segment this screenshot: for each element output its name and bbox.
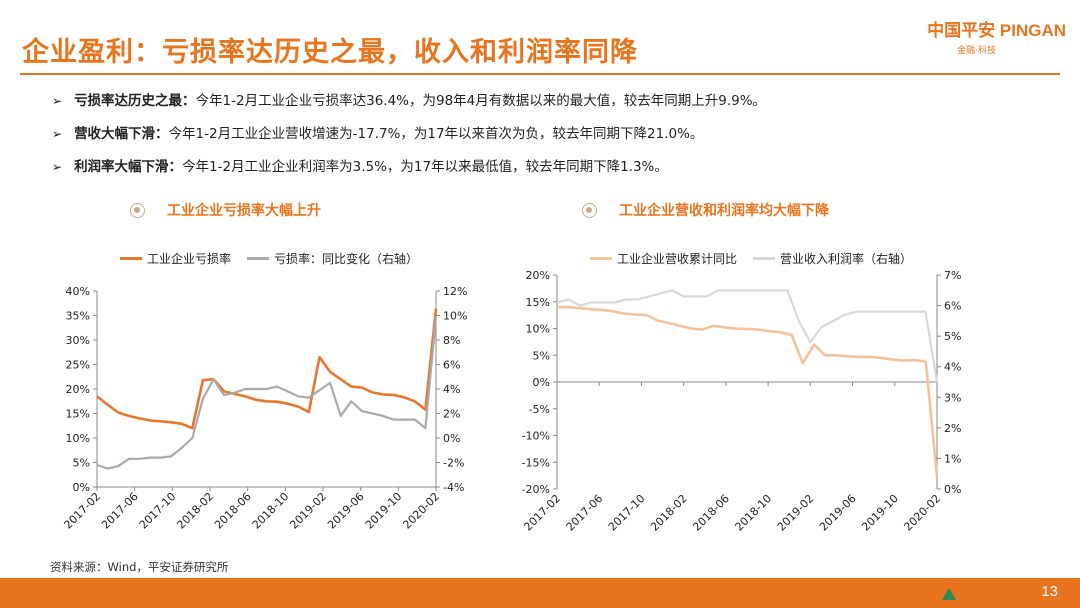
y-right-tick-label: 10% <box>443 310 467 323</box>
legend-swatch <box>590 257 612 260</box>
y-right-tick-label: 12% <box>443 285 467 298</box>
bullet-item: ➢ 利润率大幅下滑： 今年1-2月工业企业利润率为3.5%，为17年以来最低值，… <box>52 150 1062 183</box>
arrow-bullet-icon: ➢ <box>52 93 63 108</box>
y-right-tick-label: 6% <box>443 359 460 372</box>
y-right-tick-label: 0% <box>443 432 460 445</box>
tree-icon <box>942 588 956 600</box>
chart2-title: 工业企业营收和利润率均大幅下降 <box>582 200 829 220</box>
y-left-tick-label: 0% <box>73 481 90 494</box>
chart1-legend: 工业企业亏损率 亏损率：同比变化（右轴） <box>120 250 434 267</box>
chart1-title-text: 工业企业亏损率大幅上升 <box>167 203 321 219</box>
x-tick-label: 2017-10 <box>137 490 179 532</box>
data-source: 资料来源：Wind，平安证券研究所 <box>50 560 229 574</box>
bullet-text: 今年1-2月工业企业营收增速为-17.7%，为17年以来首次为负，较去年同期下降… <box>168 125 704 142</box>
legend-label: 工业企业亏损率 <box>147 252 232 266</box>
arrow-bullet-icon: ➢ <box>52 126 63 141</box>
x-tick-label: 2019-06 <box>325 490 367 532</box>
y-right-tick-label: 4% <box>443 383 460 396</box>
page-number: 13 <box>1041 583 1058 600</box>
y-left-tick-label: 20% <box>66 383 90 396</box>
legend-swatch <box>120 257 142 260</box>
chart1-title: 工业企业亏损率大幅上升 <box>130 200 321 220</box>
y-left-tick-label: 5% <box>73 457 90 470</box>
target-icon <box>582 202 597 218</box>
bullet-text: 今年1-2月工业企业亏损率达36.4%，为98年4月有数据以来的最大值，较去年同… <box>195 92 767 109</box>
y-left-tick-label: 15% <box>66 408 90 421</box>
x-tick-label: 2020-02 <box>400 490 442 532</box>
legend-item: 营业收入利润率（右轴） <box>753 250 912 267</box>
title-divider <box>20 73 1060 75</box>
arrow-bullet-icon: ➢ <box>52 159 63 174</box>
y-right-tick-label: 2% <box>443 408 460 421</box>
chart2-title-text: 工业企业营收和利润率均大幅下降 <box>619 203 829 219</box>
x-tick-label: 2017-06 <box>99 490 141 532</box>
y-left-tick-label: 35% <box>66 310 90 323</box>
series-line <box>96 316 438 470</box>
target-icon <box>130 202 145 218</box>
legend-swatch <box>247 257 270 260</box>
y-right-tick-label: -2% <box>443 457 464 470</box>
footer-bar <box>0 578 1080 608</box>
x-tick-label: 2019-10 <box>363 490 405 532</box>
y-right-tick-label: 8% <box>443 334 460 347</box>
chart2-legend: 工业企业营收累计同比 营业收入利润率（右轴） <box>590 250 928 267</box>
y-left-tick-label: 10% <box>66 432 90 445</box>
legend-swatch <box>753 257 776 260</box>
bullet-text: 今年1-2月工业企业利润率为3.5%，为17年以来最低值，较去年同期下降1.3%… <box>182 158 668 175</box>
bullet-item: ➢ 营收大幅下滑： 今年1-2月工业企业营收增速为-17.7%，为17年以来首次… <box>52 117 1062 150</box>
brand-logo: 中国平安 PINGAN 金融·科技 <box>927 16 1066 56</box>
bullet-list: ➢ 亏损率达历史之最： 今年1-2月工业企业亏损率达36.4%，为98年4月有数… <box>52 84 1062 183</box>
y-left-tick-label: 25% <box>66 359 90 372</box>
legend-item: 工业企业亏损率 <box>120 250 231 267</box>
x-tick-label: 2018-02 <box>174 490 216 532</box>
legend-label: 亏损率：同比变化（右轴） <box>274 252 419 266</box>
legend-item: 工业企业营收累计同比 <box>590 250 737 267</box>
bullet-heading: 利润率大幅下滑： <box>74 158 183 175</box>
legend-label: 营业收入利润率（右轴） <box>780 252 913 266</box>
x-tick-label: 2018-10 <box>250 490 292 532</box>
logo-subtitle: 金融·科技 <box>957 46 996 56</box>
x-tick-label: 2019-02 <box>287 490 329 532</box>
bullet-heading: 亏损率达历史之最： <box>74 92 196 109</box>
legend-label: 工业企业营收累计同比 <box>617 252 738 266</box>
logo-text: 中国平安 PINGAN <box>927 21 1066 40</box>
y-left-tick-label: 30% <box>66 334 90 347</box>
legend-item: 亏损率：同比变化（右轴） <box>247 250 418 267</box>
series-line <box>96 308 438 430</box>
page-title: 企业盈利：亏损率达历史之最，收入和利润率同降 <box>22 37 638 68</box>
x-tick-label: 2018-06 <box>212 490 254 532</box>
y-left-tick-label: 40% <box>66 285 90 298</box>
bullet-item: ➢ 亏损率达历史之最： 今年1-2月工业企业亏损率达36.4%，为98年4月有数… <box>52 84 1062 117</box>
bullet-heading: 营收大幅下滑： <box>74 125 169 142</box>
y-right-tick-label: -4% <box>443 481 464 494</box>
x-tick-label: 2017-02 <box>61 490 103 532</box>
